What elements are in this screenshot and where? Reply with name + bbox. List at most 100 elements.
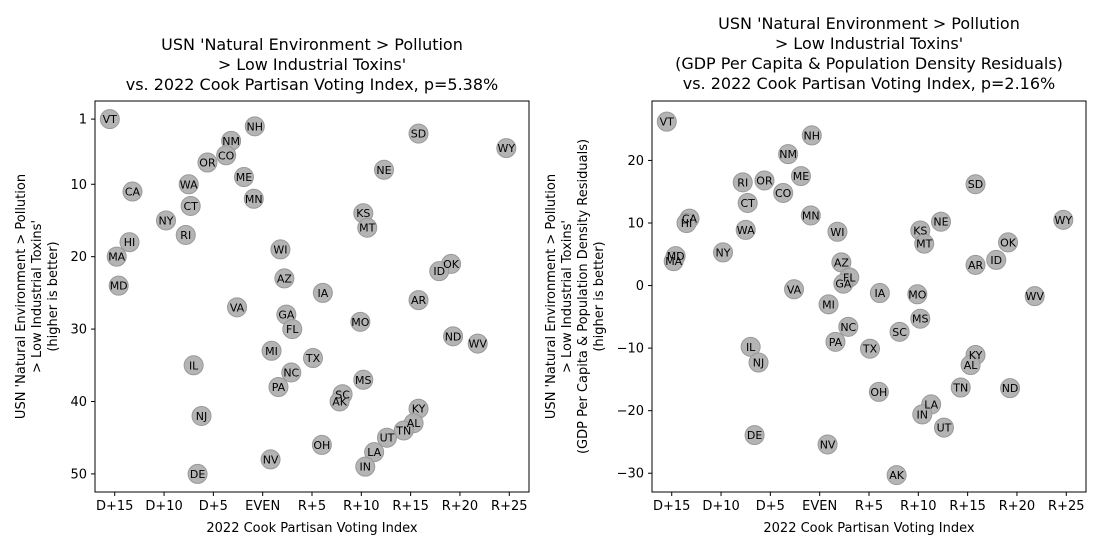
point-label-nj: NJ: [196, 410, 207, 423]
point-marker-nj: [191, 405, 212, 426]
x-tick-label: R+10: [343, 499, 379, 514]
point-label-de: DE: [190, 468, 205, 481]
point-label-tx: TX: [862, 343, 878, 356]
point-label-ga: GA: [835, 278, 852, 291]
x-tick-label: D+15: [96, 499, 133, 514]
point-label-wv: WV: [1026, 290, 1045, 303]
point-label-ia: IA: [874, 287, 885, 300]
point-label-ut: UT: [380, 432, 395, 445]
point-marker-ak: [886, 465, 907, 486]
point-marker-va: [227, 297, 248, 318]
point-label-ia: IA: [317, 287, 328, 300]
x-tick-label: R+5: [298, 499, 326, 514]
point-marker-ct: [737, 192, 758, 213]
point-marker-wi: [827, 221, 848, 242]
point-label-la: LA: [367, 446, 381, 459]
point-marker-nj: [748, 352, 769, 373]
point-marker-nd: [443, 326, 464, 347]
point-label-vt: VT: [103, 113, 118, 126]
point-label-sd: SD: [968, 178, 983, 191]
chart-title-line: vs. 2022 Cook Partisan Voting Index, p=5…: [126, 75, 498, 94]
y-axis-label-line: > Low Industrial Toxins': [560, 220, 575, 373]
point-marker-de: [187, 463, 208, 484]
point-marker-oh: [868, 381, 889, 402]
point-label-ne: NE: [933, 216, 948, 229]
point-label-ok: OK: [1000, 236, 1017, 249]
point-marker-in: [355, 456, 376, 477]
point-label-ms: MS: [355, 374, 371, 387]
point-marker-nc: [838, 316, 859, 337]
point-marker-ca: [122, 181, 143, 202]
point-label-sd: SD: [411, 128, 426, 141]
point-label-al: AL: [964, 359, 979, 372]
point-marker-tn: [950, 377, 971, 398]
point-marker-mn: [800, 205, 821, 226]
point-label-me: ME: [236, 171, 252, 184]
point-label-nc: NC: [840, 321, 856, 334]
point-marker-sd: [408, 123, 429, 144]
point-label-nv: NV: [263, 453, 279, 466]
x-tick-label: R+20: [442, 499, 478, 514]
point-label-az: AZ: [277, 272, 293, 285]
point-marker-oh: [311, 434, 332, 455]
point-label-wy: WY: [1055, 214, 1073, 227]
point-marker-ne: [931, 211, 952, 232]
point-marker-pa: [825, 331, 846, 352]
point-label-nh: NH: [804, 129, 821, 142]
x-tick-label: EVEN: [802, 499, 837, 514]
x-tick-label: R+20: [999, 499, 1035, 514]
point-marker-ia: [869, 283, 890, 304]
point-marker-id: [986, 249, 1007, 270]
point-label-la: LA: [924, 398, 938, 411]
point-label-fl: FL: [286, 323, 299, 336]
y-axis-label-line: > Low Industrial Toxins': [30, 220, 45, 373]
point-marker-la: [364, 442, 385, 463]
point-marker-ak: [329, 391, 350, 412]
point-marker-nh: [244, 116, 265, 137]
point-marker-mn: [243, 188, 264, 209]
point-marker-ma: [663, 251, 684, 272]
point-marker-ny: [713, 242, 734, 263]
point-label-ma: MA: [108, 251, 125, 264]
point-label-wy: WY: [498, 142, 516, 155]
point-label-ak: AK: [332, 395, 348, 408]
point-label-oh: OH: [870, 386, 887, 399]
y-tick-label: 20: [627, 154, 644, 169]
point-label-nv: NV: [820, 438, 836, 451]
y-axis-label-line: USN 'Natural Environment > Pollution: [544, 174, 559, 419]
point-label-wv: WV: [469, 338, 488, 351]
point-marker-me: [233, 167, 254, 188]
point-label-pa: PA: [829, 336, 843, 349]
point-label-mt: MT: [359, 222, 375, 235]
point-marker-fl: [282, 319, 303, 340]
point-marker-nd: [1000, 378, 1021, 399]
point-label-or: OR: [199, 157, 216, 170]
x-tick-label: R+5: [855, 499, 883, 514]
point-marker-sd: [965, 174, 986, 195]
y-axis-label-line: (GDP Per Capita & Population Density Res…: [576, 139, 591, 454]
point-label-az: AZ: [834, 256, 850, 269]
point-marker-in: [912, 404, 933, 425]
point-label-co: CO: [218, 149, 235, 162]
point-marker-va: [784, 279, 805, 300]
point-label-oh: OH: [313, 439, 330, 452]
point-marker-wv: [1024, 286, 1045, 307]
chart-title-line: USN 'Natural Environment > Pollution: [718, 14, 1020, 33]
x-tick-label: D+10: [702, 499, 739, 514]
point-marker-md: [108, 275, 129, 296]
point-marker-il: [183, 355, 204, 376]
x-tick-label: EVEN: [245, 499, 280, 514]
point-marker-or: [197, 152, 218, 173]
point-marker-az: [274, 268, 295, 289]
point-label-tn: TN: [952, 382, 968, 395]
point-marker-tn: [393, 420, 414, 441]
point-marker-wv: [467, 333, 488, 354]
point-marker-mt: [357, 217, 378, 238]
y-tick-label: 20: [70, 250, 87, 265]
point-marker-co: [216, 145, 237, 166]
point-label-ar: AR: [411, 294, 427, 307]
point-marker-id: [429, 261, 450, 282]
point-marker-ne: [374, 159, 395, 180]
point-label-co: CO: [775, 187, 792, 200]
point-marker-ms: [353, 369, 374, 390]
